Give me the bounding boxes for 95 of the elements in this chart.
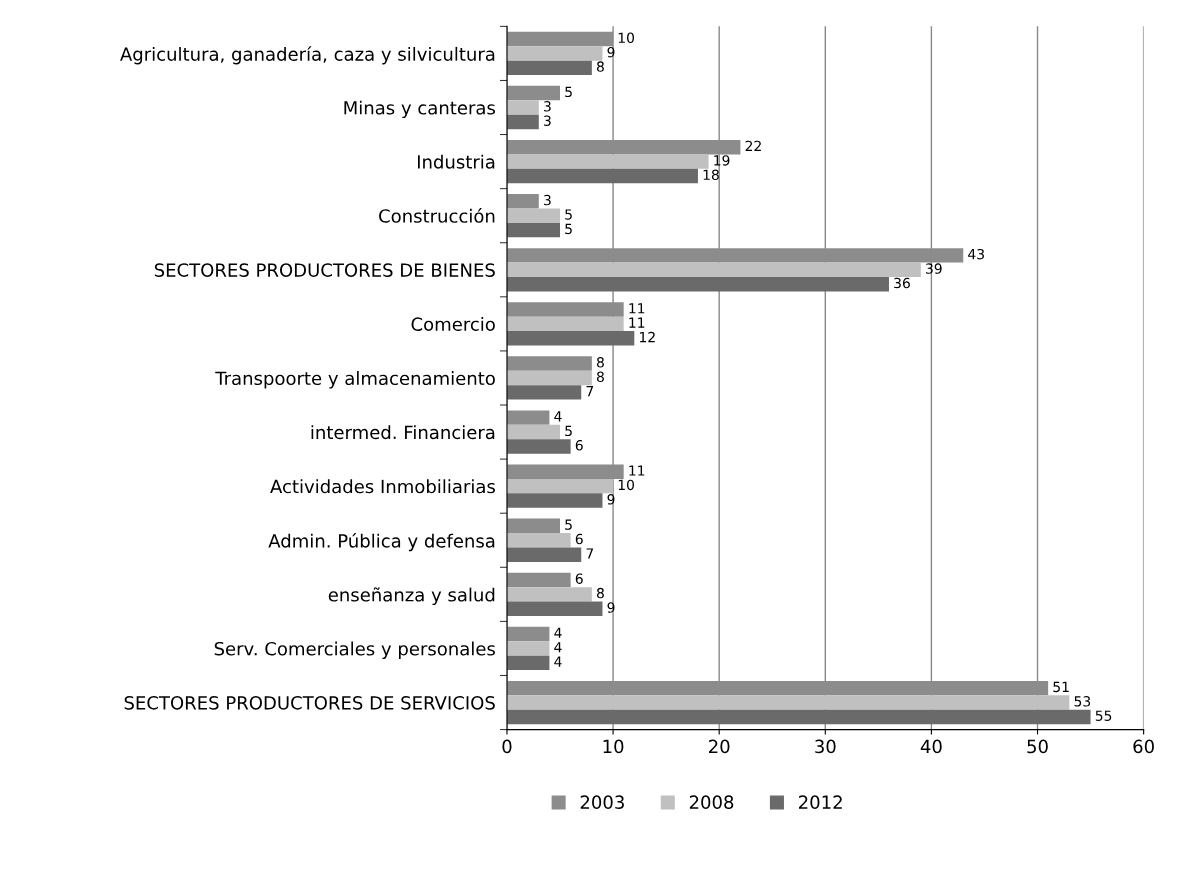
data-label: 3 bbox=[544, 194, 551, 206]
bar bbox=[506, 100, 539, 115]
data-label: 3 bbox=[544, 115, 551, 126]
legend-label: 2012 bbox=[799, 795, 842, 810]
data-label: 9 bbox=[607, 602, 615, 613]
bar bbox=[506, 114, 539, 130]
x-tick-label: 0 bbox=[502, 739, 512, 754]
y-tick-label: Admin. Pública y defensa bbox=[268, 533, 495, 552]
data-label: 5 bbox=[565, 209, 572, 220]
x-tick-label: 30 bbox=[815, 739, 836, 754]
x-tick-label: 40 bbox=[920, 739, 942, 754]
data-label: 39 bbox=[926, 263, 942, 274]
bar bbox=[506, 695, 1070, 710]
data-label: 11 bbox=[629, 465, 645, 476]
data-label: 53 bbox=[1074, 696, 1091, 707]
bar bbox=[506, 262, 921, 277]
bar bbox=[506, 46, 603, 61]
data-label: 6 bbox=[575, 440, 583, 451]
data-label: 9 bbox=[607, 46, 615, 58]
y-tick-label: SECTORES PRODUCTORES DE BIENES bbox=[154, 263, 495, 277]
data-label: 5 bbox=[565, 223, 572, 235]
bar bbox=[506, 493, 603, 508]
bar bbox=[506, 709, 1091, 725]
bar bbox=[506, 331, 635, 346]
data-label: 9 bbox=[607, 494, 615, 505]
data-label: 3 bbox=[544, 101, 551, 112]
bar bbox=[506, 533, 571, 548]
bar bbox=[506, 208, 561, 223]
y-tick-label: Serv. Comerciales y personales bbox=[214, 641, 495, 660]
data-label: 36 bbox=[894, 277, 910, 289]
data-label: 5 bbox=[565, 86, 572, 98]
data-label: 7 bbox=[586, 548, 594, 559]
bar bbox=[506, 385, 582, 400]
data-label: 22 bbox=[745, 140, 761, 152]
data-label: 4 bbox=[554, 642, 562, 653]
data-label: 10 bbox=[618, 32, 634, 44]
bar bbox=[506, 154, 709, 169]
data-label: 4 bbox=[554, 656, 562, 667]
data-label: 51 bbox=[1053, 681, 1069, 693]
data-label: 18 bbox=[703, 169, 719, 181]
data-label: 8 bbox=[596, 371, 604, 382]
data-label: 43 bbox=[968, 248, 984, 260]
data-label: 7 bbox=[586, 386, 594, 397]
data-label: 6 bbox=[575, 573, 583, 584]
data-label: 8 bbox=[596, 587, 604, 599]
bar bbox=[506, 356, 592, 371]
y-tick-label: Construcción bbox=[379, 208, 495, 223]
y-tick-label: SECTORES PRODUCTORES DE SERVICIOS bbox=[124, 695, 495, 710]
y-tick-label: Actividades Inmobiliarias bbox=[270, 479, 495, 494]
x-tick-label: 20 bbox=[709, 739, 730, 754]
bar bbox=[506, 316, 624, 332]
data-label: 12 bbox=[639, 331, 655, 343]
bar bbox=[506, 277, 889, 292]
bar bbox=[506, 222, 561, 238]
x-tick-label: 60 bbox=[1133, 739, 1154, 754]
data-label: 5 bbox=[565, 519, 572, 530]
data-label: 4 bbox=[554, 411, 562, 422]
y-tick-label: Transpoorte y almacenamiento bbox=[215, 371, 495, 389]
bar bbox=[506, 60, 592, 76]
bar bbox=[506, 572, 571, 588]
data-label: 8 bbox=[596, 61, 604, 72]
y-tick-label: intermed. Financiera bbox=[311, 425, 495, 440]
bar bbox=[506, 478, 614, 494]
data-label: 10 bbox=[618, 479, 634, 491]
bar bbox=[506, 587, 592, 602]
y-tick-label: Agricultura, ganadería, caza y silvicultura bbox=[120, 46, 495, 65]
x-tick-label: 50 bbox=[1027, 739, 1048, 754]
bar bbox=[506, 601, 603, 616]
data-label: 11 bbox=[629, 317, 645, 328]
bar bbox=[506, 410, 550, 425]
y-tick-label: Minas y canteras bbox=[344, 100, 495, 119]
data-label: 11 bbox=[629, 303, 645, 314]
legend-label: 2008 bbox=[689, 795, 734, 810]
y-tick-label: Industria bbox=[417, 154, 495, 169]
bar bbox=[506, 626, 550, 642]
bar bbox=[506, 518, 561, 534]
x-tick-label: 10 bbox=[603, 739, 624, 754]
data-label: 5 bbox=[565, 425, 572, 437]
bar bbox=[506, 547, 582, 562]
data-label: 6 bbox=[575, 533, 583, 545]
bar bbox=[506, 194, 539, 209]
bar bbox=[506, 85, 561, 101]
legend-label: 2003 bbox=[580, 795, 624, 810]
y-tick-label: Comercio bbox=[411, 317, 495, 331]
data-label: 19 bbox=[714, 155, 730, 166]
data-label: 8 bbox=[596, 357, 604, 368]
bar bbox=[506, 655, 550, 671]
y-tick-label: enseñanza y salud bbox=[328, 587, 495, 606]
data-label: 55 bbox=[1095, 710, 1112, 721]
bar bbox=[506, 168, 698, 184]
data-label: 4 bbox=[554, 627, 562, 638]
bar bbox=[506, 424, 561, 440]
bar bbox=[506, 641, 550, 656]
bar bbox=[506, 370, 592, 386]
bar bbox=[506, 439, 571, 454]
